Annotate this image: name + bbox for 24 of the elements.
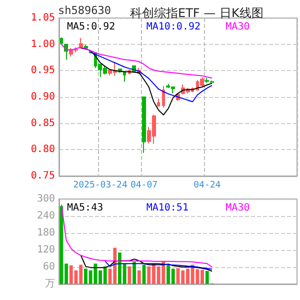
text: MA30 — [226, 22, 250, 32]
y-tick-label: 1.00 — [30, 38, 55, 50]
text: sh589630 — [58, 4, 111, 17]
x-tick-label: 04-24 — [194, 180, 221, 190]
y-tick-label: 0.90 — [30, 92, 55, 102]
text: MA30 — [226, 202, 250, 214]
y-tick-label: 0.85 — [30, 118, 55, 129]
y-tick-label: 60 — [42, 262, 55, 272]
x-tick-label: 2025-03-24 — [73, 180, 128, 190]
text: MA10:0.92 — [146, 22, 201, 32]
y-tick-label: 300 — [36, 194, 55, 204]
y-tick-label: 万 — [45, 278, 55, 290]
text: MA5:0.92 — [67, 22, 116, 32]
y-tick-label: 0.80 — [30, 144, 55, 156]
y-tick-label: 120 — [36, 244, 55, 256]
chart-title: 科创综指ETF — 日K线图 — [130, 6, 264, 20]
y-tick-label: 180 — [36, 228, 55, 238]
text: MA5:43 — [67, 202, 104, 214]
text: MA10:51 — [146, 202, 188, 214]
x-tick-label: 04-07 — [130, 180, 158, 190]
y-tick-label: 240 — [36, 210, 55, 222]
y-tick-label: 0.95 — [30, 65, 55, 76]
y-tick-label: 0.75 — [30, 170, 55, 182]
y-tick-label: 1.05 — [30, 12, 55, 24]
